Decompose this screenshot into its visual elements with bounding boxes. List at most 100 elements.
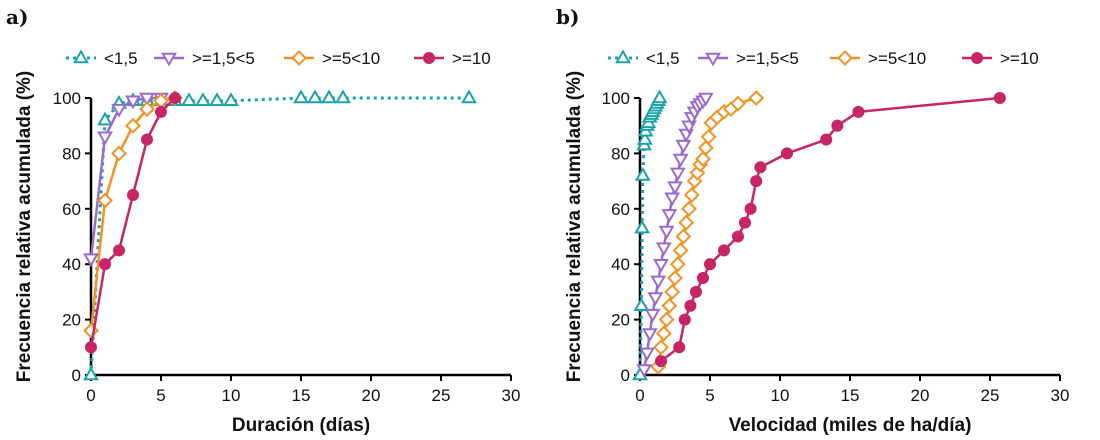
data-point — [634, 167, 651, 181]
data-point — [154, 105, 168, 118]
x-tick-label: 5 — [156, 386, 165, 405]
data-point — [223, 92, 239, 106]
y-tick-label: 20 — [611, 311, 630, 330]
legend-label: >=5<10 — [868, 49, 926, 68]
data-point — [97, 192, 113, 209]
data-point — [748, 90, 765, 106]
series-0 — [632, 89, 668, 381]
panel-letter: a) — [6, 5, 28, 29]
data-point — [664, 192, 681, 207]
data-point — [703, 258, 717, 271]
series-3 — [654, 91, 1006, 368]
data-point — [669, 167, 686, 182]
data-point — [744, 202, 757, 215]
data-point — [653, 258, 669, 273]
data-point — [672, 153, 689, 168]
y-tick-label: 100 — [602, 89, 630, 108]
x-tick-label: 5 — [705, 386, 714, 405]
data-point — [647, 292, 664, 306]
legend: <1,5 >=1,5<5 >=5<10 >=10 — [608, 49, 1039, 68]
legend-marker — [615, 49, 631, 64]
data-point — [84, 341, 98, 354]
data-point — [731, 230, 745, 243]
legend-label: <1,5 — [646, 49, 680, 68]
legend-label: <1,5 — [104, 49, 138, 68]
data-point — [97, 131, 113, 146]
data-point — [639, 347, 655, 362]
data-point — [820, 133, 833, 146]
data-point — [335, 89, 351, 104]
data-point — [195, 92, 211, 106]
data-point — [700, 128, 717, 145]
data-point — [139, 92, 155, 107]
x-tick-label: 20 — [911, 386, 930, 405]
legend-label: >=10 — [452, 49, 491, 68]
data-point — [209, 92, 225, 106]
data-point — [654, 355, 668, 368]
data-point — [98, 258, 112, 271]
x-axis-title: Duración (días) — [232, 415, 370, 436]
data-point — [83, 253, 99, 268]
y-tick-label: 80 — [611, 144, 630, 163]
legend-marker — [837, 50, 853, 66]
data-point — [658, 225, 675, 240]
data-point — [634, 219, 651, 234]
series-3 — [84, 91, 182, 354]
data-point — [97, 111, 113, 126]
data-point — [689, 285, 703, 298]
data-point — [125, 117, 141, 134]
data-point — [140, 133, 154, 146]
data-point — [780, 147, 794, 160]
data-point — [112, 244, 126, 257]
series-1 — [636, 92, 714, 378]
chart-panel-b: b) 0 20 40 60 80 100 0 5 10 15 20 25 30 Velocidad (mil… — [556, 5, 1069, 436]
data-point — [675, 228, 692, 245]
data-point — [683, 187, 700, 203]
data-point — [678, 313, 691, 326]
data-point — [697, 92, 714, 107]
data-point — [697, 139, 714, 156]
y-tick-label: 0 — [72, 366, 81, 385]
legend: <1,5 >=1,5<5 >=5<10 >=10 — [66, 49, 491, 68]
data-point — [111, 103, 127, 118]
data-point — [695, 151, 711, 167]
legend-marker — [161, 52, 177, 67]
data-point — [139, 101, 155, 117]
data-point — [641, 328, 658, 342]
legend-label: >=1,5<5 — [736, 49, 799, 68]
data-point — [684, 299, 697, 312]
data-point — [653, 339, 669, 356]
x-axis-title: Velocidad (miles de ha/día) — [729, 415, 972, 436]
x-tick-label: 0 — [635, 386, 644, 405]
data-point — [738, 216, 752, 229]
data-point — [696, 272, 710, 285]
data-point — [678, 214, 695, 231]
data-point — [661, 209, 678, 223]
data-point — [658, 311, 675, 328]
data-point — [655, 325, 672, 342]
legend-label: >=5<10 — [322, 49, 380, 68]
data-point — [673, 341, 686, 354]
data-point — [667, 270, 683, 286]
data-point — [636, 131, 653, 145]
data-point — [852, 105, 865, 118]
data-point — [750, 175, 763, 188]
data-point — [672, 242, 689, 259]
y-tick-label: 20 — [62, 311, 81, 330]
data-point — [111, 145, 127, 162]
data-point — [993, 91, 1006, 105]
series-2 — [650, 90, 765, 375]
data-point — [650, 275, 667, 290]
y-tick-label: 60 — [62, 200, 81, 219]
x-tick-label: 15 — [292, 386, 311, 405]
y-tick-label: 40 — [611, 255, 630, 274]
x-tick-label: 30 — [1051, 386, 1070, 405]
series-0 — [83, 89, 477, 381]
panel-letter: b) — [556, 5, 579, 29]
legend-marker — [705, 52, 721, 67]
x-tick-label: 30 — [502, 386, 521, 405]
x-tick-label: 10 — [222, 386, 241, 405]
x-tick-label: 0 — [86, 386, 95, 405]
legend-label: >=1,5<5 — [192, 49, 255, 68]
data-point — [293, 89, 309, 104]
